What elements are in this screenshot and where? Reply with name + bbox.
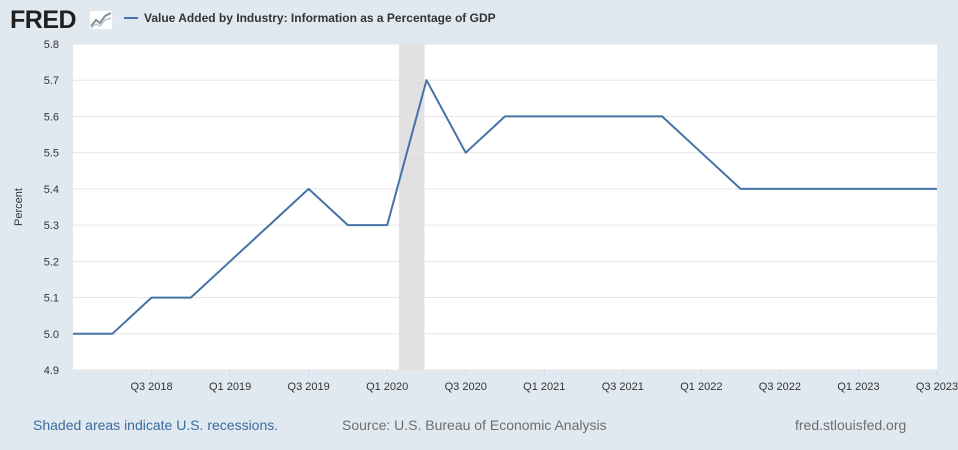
gridlines xyxy=(73,43,937,371)
x-tick-label: Q3 2023 xyxy=(916,381,958,393)
x-tick-label: Q1 2021 xyxy=(523,381,565,393)
y-axis-ticks: 4.9 5.0 5.1 5.2 5.3 5.4 5.5 5.6 5.7 5.8 xyxy=(44,39,59,377)
y-tick-label: 5.3 xyxy=(44,220,59,232)
x-axis-ticks: Q3 2018 Q1 2019 Q3 2019 Q1 2020 Q3 2020 Q1 20… xyxy=(130,370,958,393)
x-tick-label: Q3 2022 xyxy=(759,381,801,393)
chart-footer: Shaded areas indicate U.S. recessions. S… xyxy=(0,414,958,438)
y-axis-title: Percent xyxy=(13,188,25,226)
source-note: Source: U.S. Bureau of Economic Analysis xyxy=(342,417,607,433)
line-chart[interactable]: 4.9 5.0 5.1 5.2 5.3 5.4 5.5 5.6 5.7 5.8 Q3 2018 Q1… xyxy=(0,34,958,400)
line-chart-icon xyxy=(89,10,113,30)
chart-header: FRED Value Added by Industry: Informatio… xyxy=(0,0,958,40)
y-tick-label: 5.5 xyxy=(44,148,59,160)
y-tick-label: 5.6 xyxy=(44,111,59,123)
x-tick-label: Q3 2021 xyxy=(602,381,644,393)
x-tick-label: Q3 2018 xyxy=(130,381,172,393)
recession-band xyxy=(398,44,425,370)
y-tick-label: 5.4 xyxy=(44,184,59,196)
y-tick-label: 5.8 xyxy=(44,39,59,51)
x-tick-label: Q1 2023 xyxy=(837,381,879,393)
chart-legend[interactable]: Value Added by Industry: Information as … xyxy=(124,11,496,25)
y-tick-label: 5.0 xyxy=(44,329,59,341)
x-tick-label: Q3 2019 xyxy=(288,381,330,393)
y-tick-label: 4.9 xyxy=(44,365,59,377)
recession-note-link[interactable]: Shaded areas indicate U.S. recessions. xyxy=(33,417,279,433)
recession-shading xyxy=(398,44,425,370)
x-tick-label: Q3 2020 xyxy=(445,381,487,393)
site-link[interactable]: fred.stlouisfed.org xyxy=(795,417,907,433)
legend-label: Value Added by Industry: Information as … xyxy=(144,11,496,25)
y-tick-label: 5.1 xyxy=(44,293,59,305)
y-tick-label: 5.7 xyxy=(44,75,59,87)
series-line[interactable] xyxy=(73,79,937,335)
chart-area[interactable]: 4.9 5.0 5.1 5.2 5.3 5.4 5.5 5.6 5.7 5.8 Q3 2018 Q1… xyxy=(0,34,958,405)
legend-swatch xyxy=(124,17,138,19)
y-tick-label: 5.2 xyxy=(44,256,59,268)
plot-background xyxy=(73,44,937,370)
x-tick-label: Q1 2022 xyxy=(680,381,722,393)
x-tick-label: Q1 2020 xyxy=(366,381,408,393)
fred-logo[interactable]: FRED xyxy=(10,6,77,34)
x-tick-label: Q1 2019 xyxy=(209,381,251,393)
